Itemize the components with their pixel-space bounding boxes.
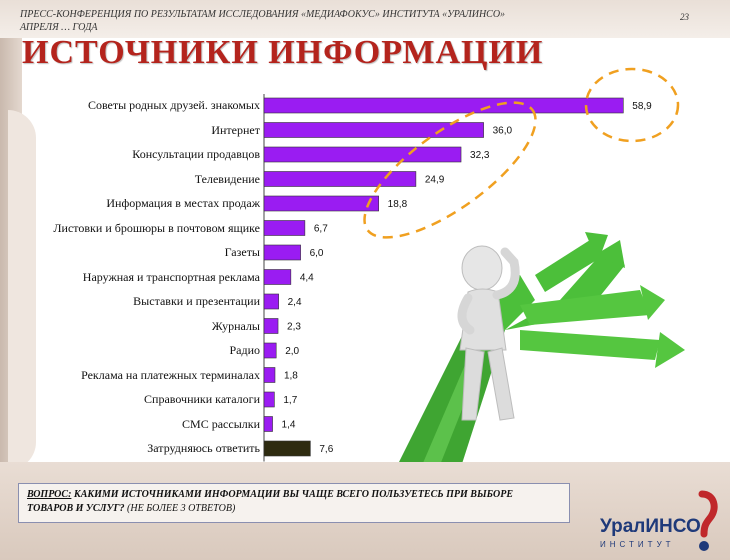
bar-value-label: 2,0 [285, 346, 299, 357]
bar [263, 391, 275, 408]
logo-mark-icon [698, 490, 718, 551]
date-fragment: АПРЕЛЯ … ГОДА [20, 22, 98, 33]
bar-value-label: 1,7 [283, 395, 297, 406]
bar [263, 220, 306, 236]
logo-subtitle: ИНСТИТУТ [600, 540, 675, 549]
category-tick-label: Справочники каталоги [144, 392, 260, 406]
bar [263, 122, 484, 138]
bar [263, 269, 292, 285]
category-tick-label: Затрудняюсь ответить [147, 441, 260, 455]
bar [263, 318, 279, 334]
conference-text: ПРЕСС-КОНФЕРЕНЦИЯ ПО РЕЗУЛЬТАТАМ ИССЛЕДО… [20, 9, 506, 20]
category-tick-label: Телевидение [194, 171, 260, 186]
bar-value-label: 18,8 [388, 199, 408, 210]
bar-value-label: 32,3 [470, 150, 490, 161]
category-tick-label: Информация в местах продаж [106, 196, 260, 210]
bar-value-label: 7,6 [319, 444, 333, 455]
group-highlight-ellipse [363, 101, 537, 239]
bar [263, 244, 301, 261]
category-tick-label: Реклама на платежных терминалах [81, 367, 260, 382]
bar [263, 171, 417, 187]
bar [263, 440, 311, 457]
bar-value-label: 6,0 [310, 248, 324, 259]
bar-value-label: 1,4 [282, 420, 296, 431]
bar-value-label: 6,7 [314, 224, 328, 235]
category-tick-label: Консультации продавцов [132, 147, 260, 161]
conference-caption: ПРЕСС-КОНФЕРЕНЦИЯ ПО РЕЗУЛЬТАТАМ ИССЛЕДО… [20, 8, 580, 34]
bar [263, 342, 277, 359]
slide-title: ИСТОЧНИКИ ИНФОРМАЦИИ [22, 34, 544, 71]
question-text: КАКИМИ ИСТОЧНИКАМИ ИНФОРМАЦИИ ВЫ ЧАЩЕ ВС… [27, 489, 513, 514]
bar-value-label: 24,9 [425, 175, 445, 186]
bar [263, 416, 273, 432]
bar-value-label: 2,4 [288, 297, 302, 308]
bar-value-label: 4,4 [300, 273, 314, 284]
left-curve-decoration [8, 110, 36, 470]
category-tick-label: Наружная и транспортная реклама [82, 269, 260, 284]
category-tick-label: Радио [229, 343, 260, 357]
category-tick-label: Интернет [211, 122, 260, 137]
bar-value-label: 58,9 [632, 101, 652, 112]
bar [263, 195, 379, 212]
category-tick-label: Журналы [211, 318, 260, 333]
thinking-figure-illustration [457, 245, 520, 421]
bar [263, 97, 624, 114]
question-note: (НЕ БОЛЕЕ 3 ОТВЕТОВ) [127, 503, 236, 514]
top-value-highlight-ellipse [584, 67, 680, 143]
question-box: ВОПРОС: КАКИМИ ИСТОЧНИКАМИ ИНФОРМАЦИИ ВЫ… [18, 483, 570, 523]
category-tick-label: Листовки и брошюры в почтовом ящике [53, 220, 260, 235]
logo-name: УралИНСО [600, 516, 701, 537]
slide-header: ПРЕСС-КОНФЕРЕНЦИЯ ПО РЕЗУЛЬТАТАМ ИССЛЕДО… [0, 0, 730, 38]
page-number: 23 [680, 12, 689, 22]
bar [263, 293, 279, 310]
category-tick-label: Выставки и презентации [133, 294, 260, 308]
bar-value-label: 1,8 [284, 371, 298, 382]
bar-value-label: 2,3 [287, 322, 301, 333]
bar [263, 146, 462, 163]
question-label: ВОПРОС: [27, 489, 72, 500]
category-tick-label: Советы родных друзей. знакомых [87, 98, 260, 112]
category-tick-label: Газеты [224, 245, 260, 259]
bar-value-label: 36,0 [493, 126, 513, 137]
category-tick-label: СМС рассылки [182, 416, 260, 431]
bar [263, 367, 276, 383]
